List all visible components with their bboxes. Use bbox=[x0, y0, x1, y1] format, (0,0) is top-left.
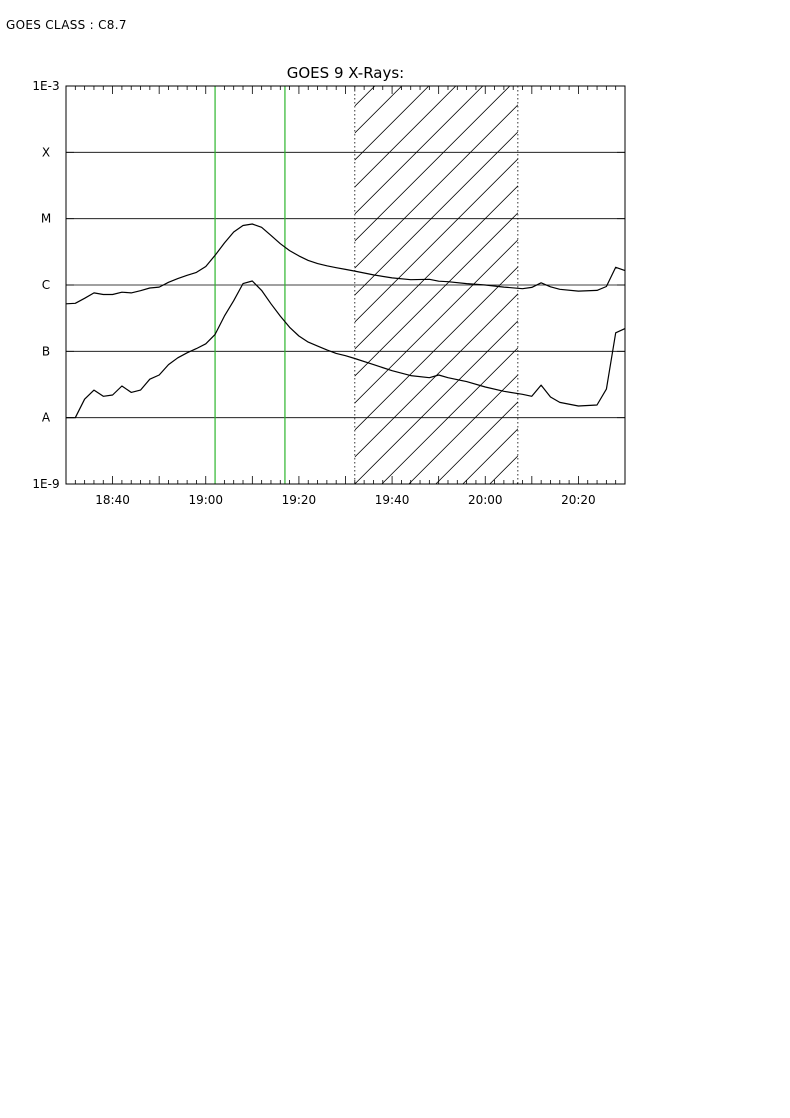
y-tick-label: X bbox=[42, 145, 50, 159]
x-tick-label: 19:20 bbox=[282, 493, 317, 507]
y-tick-label: 1E-9 bbox=[32, 477, 59, 491]
x-tick-label: 19:40 bbox=[375, 493, 410, 507]
plot-frame bbox=[65, 85, 626, 485]
chart-title: GOES 9 X-Rays: bbox=[287, 64, 404, 82]
xray-flux-line-2 bbox=[66, 280, 626, 419]
y-tick-label: A bbox=[42, 411, 51, 425]
x-tick-label: 19:00 bbox=[188, 493, 223, 507]
y-tick-label: B bbox=[42, 344, 50, 358]
xray-flux-line-1 bbox=[65, 223, 626, 305]
x-tick-label: 20:00 bbox=[468, 493, 503, 507]
goes-class-label: GOES CLASS : C8.7 bbox=[6, 18, 127, 32]
y-tick-label: 1E-3 bbox=[32, 79, 59, 93]
y-tick-label: C bbox=[42, 278, 50, 292]
x-tick-label: 18:40 bbox=[95, 493, 130, 507]
x-tick-label: 20:20 bbox=[561, 493, 596, 507]
y-tick-label: M bbox=[41, 212, 51, 226]
